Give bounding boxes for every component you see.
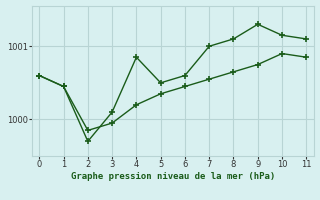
X-axis label: Graphe pression niveau de la mer (hPa): Graphe pression niveau de la mer (hPa) xyxy=(71,172,275,181)
